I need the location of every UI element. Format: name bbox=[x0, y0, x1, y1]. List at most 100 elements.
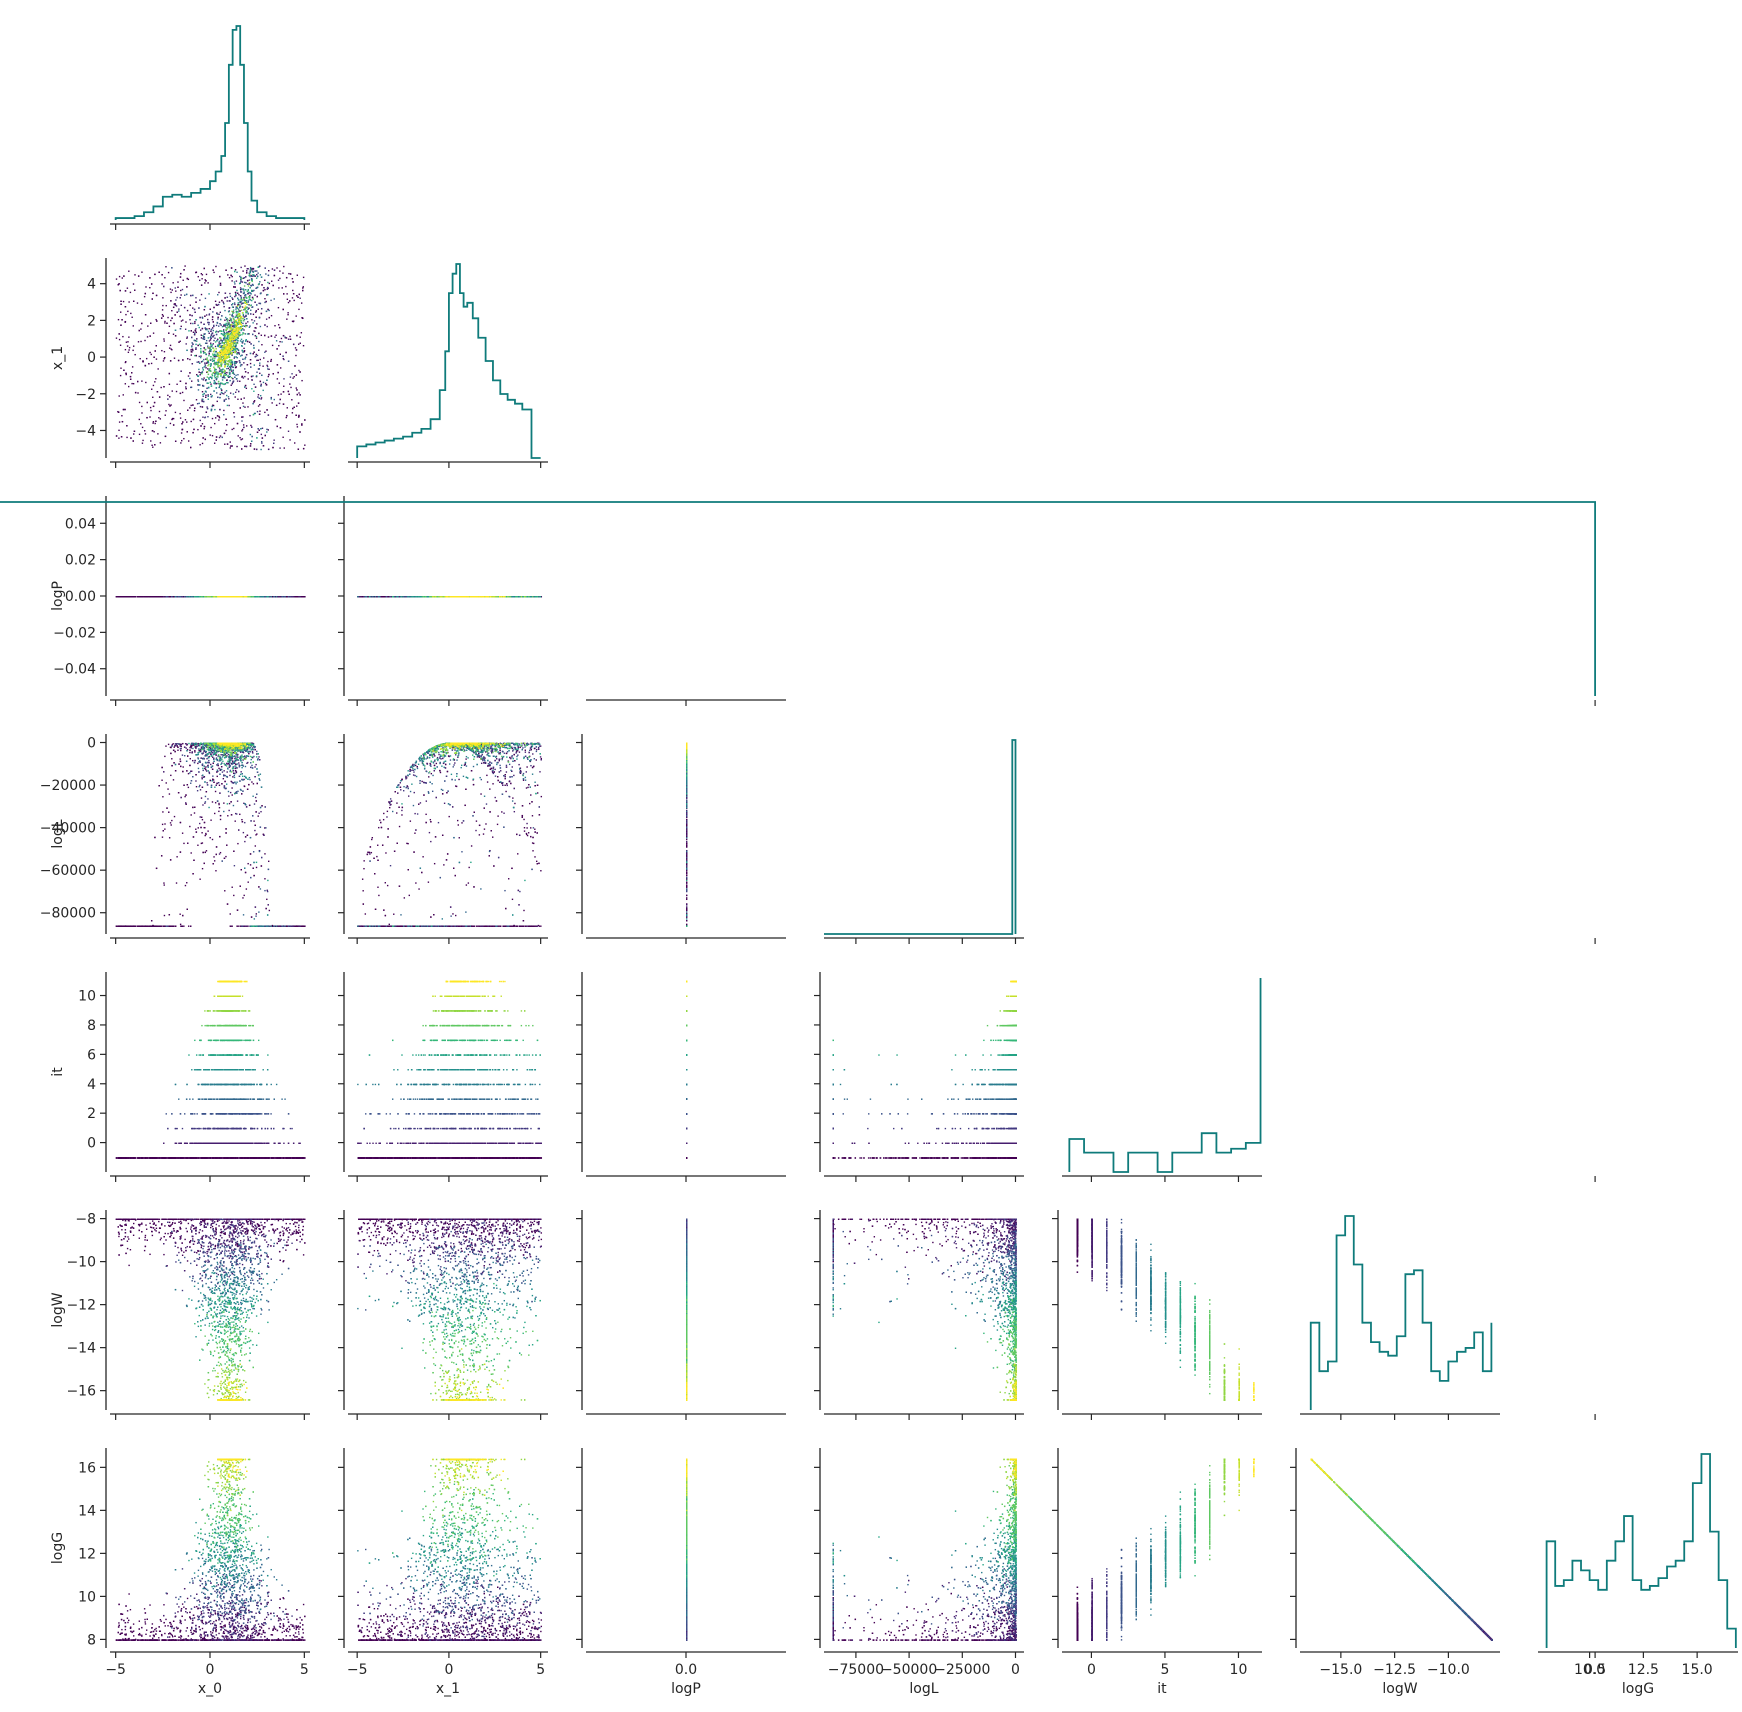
scatter-point bbox=[240, 439, 241, 440]
scatter-point bbox=[215, 266, 216, 267]
scatter-point bbox=[261, 335, 262, 336]
scatter-point bbox=[119, 276, 120, 277]
scatter-point bbox=[293, 376, 294, 377]
scatter-point bbox=[267, 361, 268, 362]
scatter-point bbox=[218, 292, 219, 293]
scatter-point bbox=[243, 397, 244, 398]
scatter-point bbox=[173, 323, 174, 324]
scatter-point bbox=[125, 349, 126, 350]
scatter-point bbox=[221, 315, 222, 316]
scatter-point bbox=[133, 433, 134, 434]
scatter-point bbox=[119, 290, 120, 291]
scatter-point bbox=[141, 323, 142, 324]
scatter-point bbox=[248, 304, 249, 305]
scatter-point bbox=[212, 269, 213, 270]
scatter-point bbox=[218, 304, 219, 305]
scatter-point bbox=[283, 335, 284, 336]
scatter-point bbox=[164, 277, 165, 278]
scatter-point bbox=[125, 290, 126, 291]
scatter-point bbox=[256, 372, 257, 373]
scatter-point bbox=[258, 333, 259, 334]
scatter-point bbox=[161, 274, 162, 275]
scatter-point bbox=[282, 355, 283, 356]
scatter-point bbox=[287, 314, 288, 315]
scatter-point bbox=[283, 266, 284, 267]
scatter-point bbox=[179, 413, 180, 414]
scatter-point bbox=[213, 326, 214, 327]
scatter-point bbox=[126, 342, 127, 343]
scatter-point bbox=[128, 352, 129, 353]
scatter-point bbox=[235, 286, 236, 287]
scatter-point bbox=[217, 383, 218, 384]
scatter-point bbox=[163, 315, 164, 316]
panel-x_0-vs-x_0 bbox=[110, 26, 310, 230]
scatter-point bbox=[198, 276, 199, 277]
scatter-point bbox=[277, 378, 278, 379]
scatter-point bbox=[142, 440, 143, 441]
scatter-point bbox=[211, 334, 212, 335]
scatter-point bbox=[144, 430, 145, 431]
scatter-point bbox=[214, 423, 215, 424]
scatter-point bbox=[235, 292, 236, 293]
scatter-point bbox=[229, 320, 230, 321]
scatter-point bbox=[150, 407, 151, 408]
scatter-point bbox=[176, 384, 177, 385]
scatter-point bbox=[196, 399, 197, 400]
scatter-point bbox=[254, 320, 255, 321]
scatter-point bbox=[241, 303, 242, 304]
scatter-point bbox=[264, 352, 265, 353]
scatter-point bbox=[185, 388, 186, 389]
scatter-point bbox=[247, 406, 248, 407]
scatter-point bbox=[240, 281, 241, 282]
scatter-point bbox=[240, 295, 241, 296]
scatter-point bbox=[164, 322, 165, 323]
scatter-point bbox=[158, 272, 159, 273]
histogram-x_0 bbox=[116, 26, 305, 220]
scatter-point bbox=[154, 402, 155, 403]
scatter-point bbox=[137, 302, 138, 303]
scatter-point bbox=[234, 296, 235, 297]
scatter-point bbox=[233, 352, 234, 353]
scatter-point bbox=[280, 354, 281, 355]
scatter-point bbox=[132, 350, 133, 351]
scatter-point bbox=[192, 350, 193, 351]
scatter-point bbox=[249, 415, 250, 416]
scatter-point bbox=[203, 428, 204, 429]
scatter-point bbox=[180, 290, 181, 291]
scatter-point bbox=[118, 412, 119, 413]
scatter-point bbox=[240, 267, 241, 268]
scatter-point bbox=[189, 372, 190, 373]
scatter-point bbox=[265, 383, 266, 384]
scatter-point bbox=[289, 383, 290, 384]
scatter-point bbox=[174, 357, 175, 358]
scatter-point bbox=[202, 406, 203, 407]
scatter-point bbox=[198, 389, 199, 390]
scatter-point bbox=[268, 414, 269, 415]
scatter-point bbox=[200, 406, 201, 407]
scatter-point bbox=[140, 423, 141, 424]
scatter-point bbox=[288, 361, 289, 362]
scatter-point bbox=[243, 406, 244, 407]
scatter-point bbox=[221, 437, 222, 438]
scatter-point bbox=[243, 424, 244, 425]
scatter-point bbox=[202, 437, 203, 438]
scatter-point bbox=[209, 353, 210, 354]
scatter-point bbox=[294, 407, 295, 408]
scatter-point bbox=[304, 444, 305, 445]
scatter-point bbox=[133, 440, 134, 441]
scatter-point bbox=[239, 310, 240, 311]
scatter-point bbox=[227, 443, 228, 444]
scatter-point bbox=[296, 335, 297, 336]
scatter-point bbox=[119, 421, 120, 422]
scatter-point bbox=[237, 423, 238, 424]
scatter-point bbox=[178, 360, 179, 361]
scatter-point bbox=[212, 327, 213, 328]
scatter-point bbox=[231, 267, 232, 268]
scatter-point bbox=[190, 323, 191, 324]
scatter-point bbox=[120, 345, 121, 346]
scatter-point bbox=[242, 402, 243, 403]
scatter-point bbox=[181, 320, 182, 321]
scatter-point bbox=[192, 363, 193, 364]
scatter-point bbox=[259, 365, 260, 366]
scatter-point bbox=[247, 321, 248, 322]
